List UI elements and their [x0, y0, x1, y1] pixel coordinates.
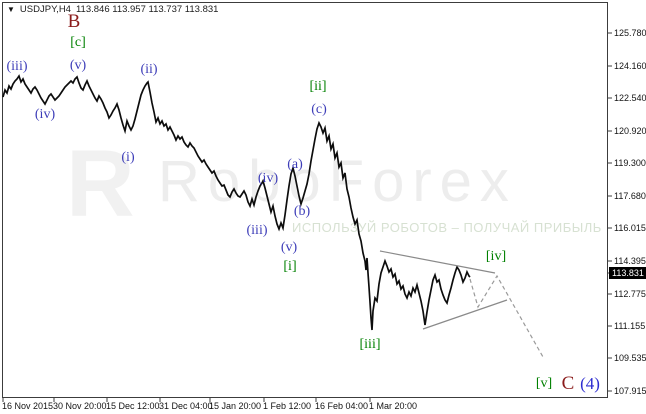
- price-tick-label: 116.015: [614, 223, 646, 233]
- price-tick-label: 124.160: [614, 61, 646, 71]
- price-tick-label: 120.920: [614, 126, 646, 136]
- wave-label[interactable]: [ii]: [309, 79, 327, 94]
- price-tick-label: 125.780: [614, 28, 646, 38]
- wave-label[interactable]: (b): [293, 204, 311, 219]
- time-tick-label: 16 Feb 04:00: [315, 401, 369, 411]
- price-tick-label: 107.915: [614, 386, 646, 396]
- wave-label[interactable]: (ii): [140, 62, 158, 77]
- price-tick-label: 112.775: [614, 289, 646, 299]
- triangle-lower-trendline[interactable]: [422, 299, 508, 330]
- price-tick-label: 117.680: [614, 191, 646, 201]
- roboforex-logo-watermark: R: [66, 131, 135, 237]
- time-tick-label: 16 Nov 2015: [2, 401, 54, 411]
- price-tick-label: 109.535: [614, 353, 646, 363]
- wave-label[interactable]: (v): [280, 240, 298, 255]
- wave-label[interactable]: (iii): [246, 223, 268, 238]
- wave-label[interactable]: (i): [121, 150, 135, 165]
- symbol-timeframe-label: USDJPY,H4: [19, 4, 71, 15]
- price-tick-label: 122.540: [614, 93, 646, 103]
- price-tick-label: 114.395: [614, 256, 646, 266]
- time-tick-label: 1 Mar 20:00: [369, 401, 418, 411]
- wave-label[interactable]: [iii]: [359, 337, 381, 352]
- wave-label[interactable]: [i]: [283, 259, 297, 274]
- wave-label[interactable]: (iii): [6, 59, 28, 74]
- chevron-down-icon[interactable]: ▼: [7, 4, 15, 14]
- wave-label[interactable]: [iv]: [485, 249, 507, 264]
- time-tick-label: 15 Dec 12:00: [106, 401, 160, 411]
- triangle-upper-trendline[interactable]: [379, 250, 496, 274]
- current-price-badge: 113.831: [609, 267, 646, 279]
- time-tick-label: 30 Nov 20:00: [53, 401, 107, 411]
- projected-path-dashed-line: [469, 274, 544, 358]
- wave-label[interactable]: (4): [580, 374, 600, 393]
- wave-label[interactable]: (c): [311, 102, 327, 117]
- wave-label[interactable]: [c]: [70, 35, 86, 50]
- roboforex-tagline-watermark: ИСПОЛЬЗУЙ РОБОТОВ – ПОЛУЧАЙ ПРИБЫЛЬ: [292, 220, 602, 235]
- wave-label[interactable]: (a): [287, 157, 303, 172]
- roboforex-brand-watermark: RoboForex: [158, 149, 517, 214]
- wave-label[interactable]: C: [561, 373, 575, 394]
- wave-label[interactable]: (iv): [257, 171, 279, 186]
- price-tick-label: 111.155: [614, 321, 646, 331]
- wave-label[interactable]: (iv): [34, 107, 56, 122]
- price-tick-label: 119.300: [614, 158, 646, 168]
- chart-title-bar: ▼ USDJPY,H4 113.846 113.957 113.737 113.…: [7, 4, 218, 15]
- ohlc-values: 113.846 113.957 113.737 113.831: [75, 4, 219, 15]
- time-tick-label: 31 Dec 04:00: [159, 401, 213, 411]
- time-tick-label: 1 Feb 12:00: [263, 401, 312, 411]
- wave-label[interactable]: [v]: [535, 376, 553, 391]
- time-tick-label: 15 Jan 20:00: [209, 401, 262, 411]
- wave-label[interactable]: (v): [69, 58, 87, 73]
